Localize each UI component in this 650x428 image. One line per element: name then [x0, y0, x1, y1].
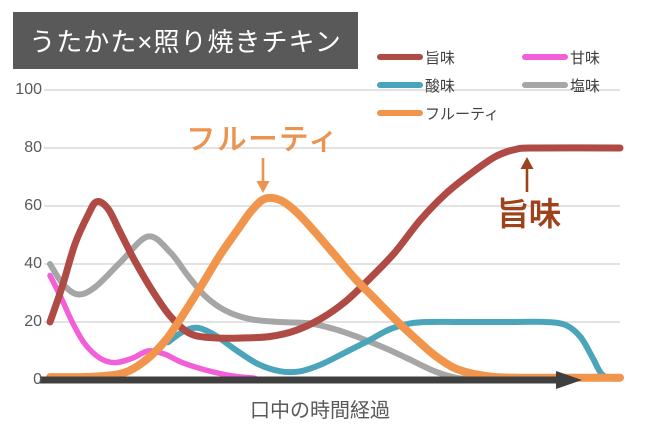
legend-label-umami: 旨味: [425, 49, 456, 67]
chart-title-text: うたかた×照り焼きチキン: [29, 27, 342, 57]
series-line-甘味: [47, 272, 258, 382]
y-tick-label-100: 100: [15, 81, 42, 98]
legend-swatch-salty: [522, 82, 568, 88]
x-axis-label: 口中の時間経過: [250, 400, 390, 422]
legend-label-fruity: フルーティ: [425, 105, 500, 123]
series-line-酸味: [165, 318, 623, 382]
umami-arrow-head: [520, 157, 534, 169]
legend-item-fruity: フルーティ: [377, 103, 522, 124]
series-line-旨味: [46, 144, 624, 342]
series-curves-group: [46, 144, 624, 382]
x-axis-arrowhead-icon: [556, 371, 582, 389]
legend-swatch-sour: [377, 82, 423, 88]
y-tick-label-80: 80: [24, 139, 42, 156]
legend-label-sweet: 甘味: [570, 49, 601, 67]
legend-swatch-sweet: [522, 54, 568, 60]
chart-title: うたかた×照り焼きチキン: [13, 12, 358, 69]
legend-label-salty: 塩味: [570, 77, 601, 95]
fruity-arrow-icon: [256, 158, 270, 193]
umami-arrow-icon: [520, 157, 534, 192]
y-tick-label-60: 60: [24, 197, 42, 214]
y-axis: 0 20 40 60 80 100: [0, 0, 42, 428]
legend-swatch-umami: [377, 54, 423, 60]
legend-item-salty: 塩味: [522, 75, 650, 96]
y-tick-label-40: 40: [24, 255, 42, 272]
legend-swatch-fruity: [377, 110, 423, 116]
legend-item-sweet: 甘味: [522, 47, 650, 68]
series-line-塩味: [47, 233, 468, 382]
annotation-umami: 旨味: [496, 196, 561, 232]
y-tick-label-20: 20: [24, 313, 42, 330]
legend-item-sour: 酸味: [377, 75, 522, 96]
legend-label-sour: 酸味: [425, 77, 456, 95]
annotation-fruity: フルーティ: [186, 124, 340, 156]
fruity-arrow-head: [256, 181, 270, 193]
series-line-フルーティ: [46, 193, 624, 382]
legend: 旨味 甘味 酸味 塩味 フルーティ: [377, 43, 650, 127]
x-axis-arrow: [40, 371, 582, 389]
legend-item-umami: 旨味: [377, 47, 522, 68]
y-tick-label-0: 0: [33, 371, 42, 388]
